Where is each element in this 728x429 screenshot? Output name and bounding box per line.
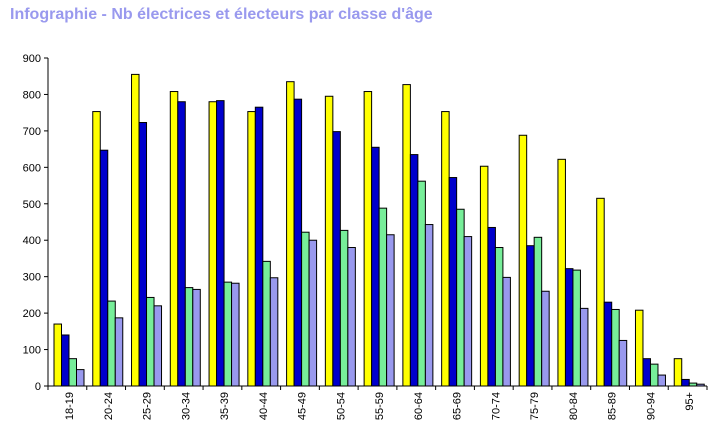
bar	[184, 287, 194, 387]
y-tick-label: 900	[23, 53, 41, 65]
bar	[363, 91, 373, 387]
bar	[518, 134, 528, 387]
x-tick-label: 30-34	[180, 392, 192, 420]
x-tick-label: 20-24	[103, 392, 115, 420]
x-tick-label: 95+	[684, 392, 696, 411]
bar	[479, 165, 489, 387]
bar	[107, 300, 116, 387]
bar	[324, 95, 334, 387]
x-tick-label: 18-19	[64, 392, 76, 420]
bar	[572, 269, 581, 387]
bar	[216, 100, 225, 387]
bar	[681, 378, 690, 387]
bar	[153, 305, 163, 387]
bar	[463, 236, 473, 387]
bar	[131, 73, 140, 387]
bar	[269, 277, 279, 387]
bar	[649, 363, 659, 387]
x-tick-label: 25-29	[142, 392, 154, 420]
x-tick-label: 75-79	[529, 392, 541, 420]
x-tick-label: 90-94	[645, 392, 657, 420]
chart-title: Infographie - Nb électrices et électeurs…	[10, 6, 433, 23]
x-tick-label: 40-44	[258, 392, 270, 420]
x-tick-label: 60-64	[413, 392, 425, 420]
bar	[76, 369, 85, 387]
bar	[579, 307, 589, 387]
bar	[526, 245, 535, 387]
bar	[308, 239, 318, 387]
bars-group	[53, 73, 705, 387]
bar	[424, 224, 434, 387]
x-tick-label: 35-39	[219, 392, 231, 420]
bar	[177, 101, 186, 387]
x-tick-label: 55-59	[374, 392, 386, 420]
y-tick-label: 0	[35, 381, 41, 393]
x-tick-label: 80-84	[568, 392, 580, 420]
bar	[441, 111, 450, 387]
bar	[146, 296, 155, 387]
bar	[603, 301, 613, 387]
bar	[386, 234, 395, 387]
y-tick-label: 600	[23, 162, 41, 174]
bar	[502, 276, 511, 387]
y-tick-label: 800	[23, 89, 41, 101]
bar	[673, 358, 683, 387]
bar	[657, 374, 666, 387]
bar	[301, 231, 310, 387]
x-tick-label: 65-69	[452, 392, 464, 420]
bar	[494, 247, 504, 387]
y-axis-ticks: 0 100 200 300 400 500 600 700 800 900	[23, 53, 48, 393]
bar	[223, 281, 233, 387]
bar	[557, 158, 566, 387]
y-tick-label: 700	[23, 126, 41, 138]
y-tick-label: 200	[23, 308, 41, 320]
x-tick-label: 70-74	[490, 392, 502, 420]
bar	[339, 229, 349, 387]
x-tick-label: 85-89	[607, 392, 619, 420]
bar	[564, 268, 574, 387]
bar	[53, 323, 62, 387]
y-tick-label: 300	[23, 272, 41, 284]
bar	[487, 226, 496, 387]
bar	[402, 84, 411, 387]
bar	[642, 358, 651, 387]
bar	[596, 197, 605, 387]
x-axis-ticks: 18-19 20-24 25-29 30-34 35-39 40-44 45-49 50-54…	[47, 386, 708, 420]
bar	[138, 122, 148, 387]
bar	[208, 101, 218, 387]
bar	[371, 146, 380, 387]
bar	[448, 177, 458, 387]
bar	[332, 131, 341, 387]
bar	[409, 154, 419, 387]
y-tick-label: 100	[23, 345, 41, 357]
bar	[347, 247, 356, 387]
bar	[293, 98, 303, 387]
bar	[247, 111, 256, 387]
bar	[541, 290, 550, 387]
bar	[192, 288, 201, 387]
bar	[262, 260, 271, 387]
y-tick-label: 400	[23, 235, 41, 247]
bar	[231, 282, 240, 387]
bar	[68, 358, 77, 387]
bar	[634, 309, 644, 387]
x-tick-label: 45-49	[297, 392, 309, 420]
bar	[611, 308, 620, 387]
bar	[378, 207, 388, 387]
y-tick-label: 500	[23, 199, 41, 211]
bar	[92, 111, 101, 387]
bar	[286, 81, 295, 387]
bar	[618, 339, 628, 387]
bar	[99, 149, 109, 387]
bar	[61, 334, 70, 387]
bar	[533, 236, 543, 387]
bar	[417, 180, 426, 387]
bar	[169, 91, 179, 387]
bar	[456, 208, 465, 387]
bar	[254, 106, 264, 387]
x-tick-label: 50-54	[335, 392, 347, 420]
bar	[114, 317, 124, 387]
